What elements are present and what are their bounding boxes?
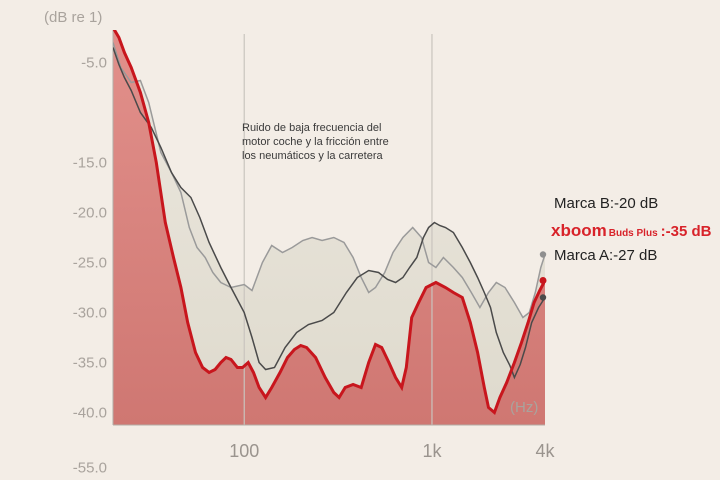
legend-xboom: xboom Buds Plus:-35 dB xyxy=(551,221,712,240)
series-line-marca-b xyxy=(113,42,545,319)
vertical-gridlines xyxy=(243,34,433,425)
xboom-noise-area xyxy=(113,30,545,425)
y-tick-label: -20.0 xyxy=(73,205,107,222)
series-line-marca-a xyxy=(113,47,545,380)
legend-xboom-value: :-35 dB xyxy=(661,223,712,240)
y-tick-labels: -5.0 -15.0 -20.0 -25.0 -30.0 -35.0 -40.0 -55.0 xyxy=(73,55,107,477)
x-tick-label: 100 xyxy=(229,441,259,461)
marca-a-end-marker xyxy=(539,294,547,301)
x-tick-labels: 100 1k 4k xyxy=(229,441,555,461)
y-tick-label: -15.0 xyxy=(73,155,107,172)
x-tick-label: 4k xyxy=(535,441,555,461)
legend-xboom-model: Buds Plus xyxy=(609,228,658,239)
annotation-line-3: los neumáticos y la carretera xyxy=(242,150,383,162)
x-tick-label: 1k xyxy=(422,441,442,461)
annotation-line-1: Ruido de baja frecuencia del xyxy=(242,122,381,134)
series-line-xboom xyxy=(113,30,545,416)
legend-marca-b: Marca B:-20 dB xyxy=(554,195,658,212)
y-tick-label: -25.0 xyxy=(73,255,107,272)
annotation-note: Ruido de baja frecuencia del motor coche… xyxy=(242,122,389,162)
y-axis-unit-label: (dB re 1) xyxy=(44,9,102,26)
x-axis-unit-label: (Hz) xyxy=(510,399,538,416)
y-tick-label: -5.0 xyxy=(81,55,107,72)
annotation-line-2: motor coche y la fricción entre xyxy=(242,136,389,148)
xboom-end-marker xyxy=(539,277,547,284)
legend-xboom-brand: xboom xyxy=(551,221,607,240)
y-tick-label: -55.0 xyxy=(73,460,107,477)
legend-marca-a: Marca A:-27 dB xyxy=(554,247,657,264)
y-tick-label: -35.0 xyxy=(73,355,107,372)
y-tick-label: -30.0 xyxy=(73,305,107,322)
y-tick-label: -40.0 xyxy=(73,405,107,422)
marca-b-end-marker xyxy=(539,251,547,258)
